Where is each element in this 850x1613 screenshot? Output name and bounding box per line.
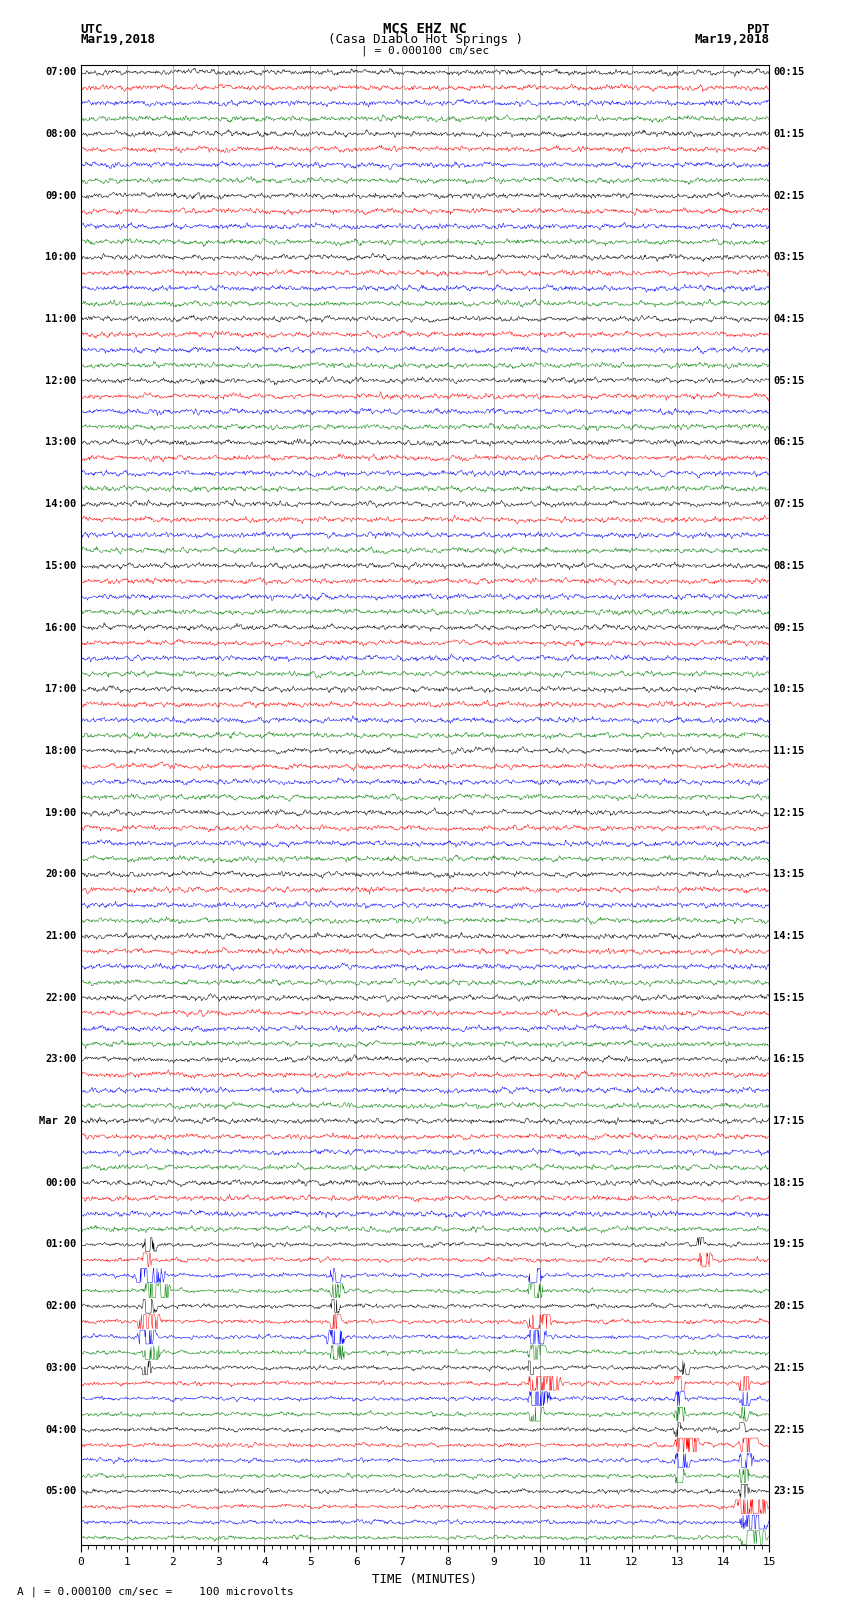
Text: 11:15: 11:15 <box>774 745 805 756</box>
Text: 05:00: 05:00 <box>45 1486 76 1497</box>
Text: 18:15: 18:15 <box>774 1177 805 1187</box>
Text: 19:15: 19:15 <box>774 1239 805 1250</box>
Text: (Casa Diablo Hot Springs ): (Casa Diablo Hot Springs ) <box>327 32 523 45</box>
Text: 06:15: 06:15 <box>774 437 805 447</box>
Text: 10:00: 10:00 <box>45 252 76 263</box>
Text: 17:00: 17:00 <box>45 684 76 694</box>
Text: 12:00: 12:00 <box>45 376 76 386</box>
Text: 13:15: 13:15 <box>774 869 805 879</box>
Text: 22:15: 22:15 <box>774 1424 805 1434</box>
Text: 05:15: 05:15 <box>774 376 805 386</box>
Text: 01:00: 01:00 <box>45 1239 76 1250</box>
Text: 15:00: 15:00 <box>45 561 76 571</box>
Text: 21:00: 21:00 <box>45 931 76 940</box>
Text: 14:15: 14:15 <box>774 931 805 940</box>
Text: 04:15: 04:15 <box>774 315 805 324</box>
Text: 20:15: 20:15 <box>774 1302 805 1311</box>
Text: 14:00: 14:00 <box>45 498 76 510</box>
Text: 23:15: 23:15 <box>774 1486 805 1497</box>
Text: 16:00: 16:00 <box>45 623 76 632</box>
Text: 08:15: 08:15 <box>774 561 805 571</box>
Text: 13:00: 13:00 <box>45 437 76 447</box>
Text: 19:00: 19:00 <box>45 808 76 818</box>
Text: 03:15: 03:15 <box>774 252 805 263</box>
Text: 02:15: 02:15 <box>774 190 805 200</box>
Text: 00:15: 00:15 <box>774 68 805 77</box>
Text: 02:00: 02:00 <box>45 1302 76 1311</box>
Text: PDT: PDT <box>747 23 769 37</box>
Text: 21:15: 21:15 <box>774 1363 805 1373</box>
Text: 07:15: 07:15 <box>774 498 805 510</box>
Text: 09:00: 09:00 <box>45 190 76 200</box>
Text: 04:00: 04:00 <box>45 1424 76 1434</box>
Text: 01:15: 01:15 <box>774 129 805 139</box>
Text: UTC: UTC <box>81 23 103 37</box>
Text: | = 0.000100 cm/sec: | = 0.000100 cm/sec <box>361 45 489 56</box>
Text: 08:00: 08:00 <box>45 129 76 139</box>
Text: 17:15: 17:15 <box>774 1116 805 1126</box>
Text: MCS EHZ NC: MCS EHZ NC <box>383 23 467 37</box>
Text: 20:00: 20:00 <box>45 869 76 879</box>
Text: 18:00: 18:00 <box>45 745 76 756</box>
Text: A | = 0.000100 cm/sec =    100 microvolts: A | = 0.000100 cm/sec = 100 microvolts <box>17 1586 294 1597</box>
Text: 09:15: 09:15 <box>774 623 805 632</box>
Text: 11:00: 11:00 <box>45 315 76 324</box>
Text: 15:15: 15:15 <box>774 992 805 1003</box>
Text: Mar19,2018: Mar19,2018 <box>81 32 156 45</box>
Text: 00:00: 00:00 <box>45 1177 76 1187</box>
Text: 07:00: 07:00 <box>45 68 76 77</box>
Text: 12:15: 12:15 <box>774 808 805 818</box>
Text: 10:15: 10:15 <box>774 684 805 694</box>
Text: 22:00: 22:00 <box>45 992 76 1003</box>
Text: Mar19,2018: Mar19,2018 <box>694 32 769 45</box>
Text: 03:00: 03:00 <box>45 1363 76 1373</box>
Text: 23:00: 23:00 <box>45 1055 76 1065</box>
X-axis label: TIME (MINUTES): TIME (MINUTES) <box>372 1573 478 1586</box>
Text: Mar 20: Mar 20 <box>39 1116 76 1126</box>
Text: 16:15: 16:15 <box>774 1055 805 1065</box>
